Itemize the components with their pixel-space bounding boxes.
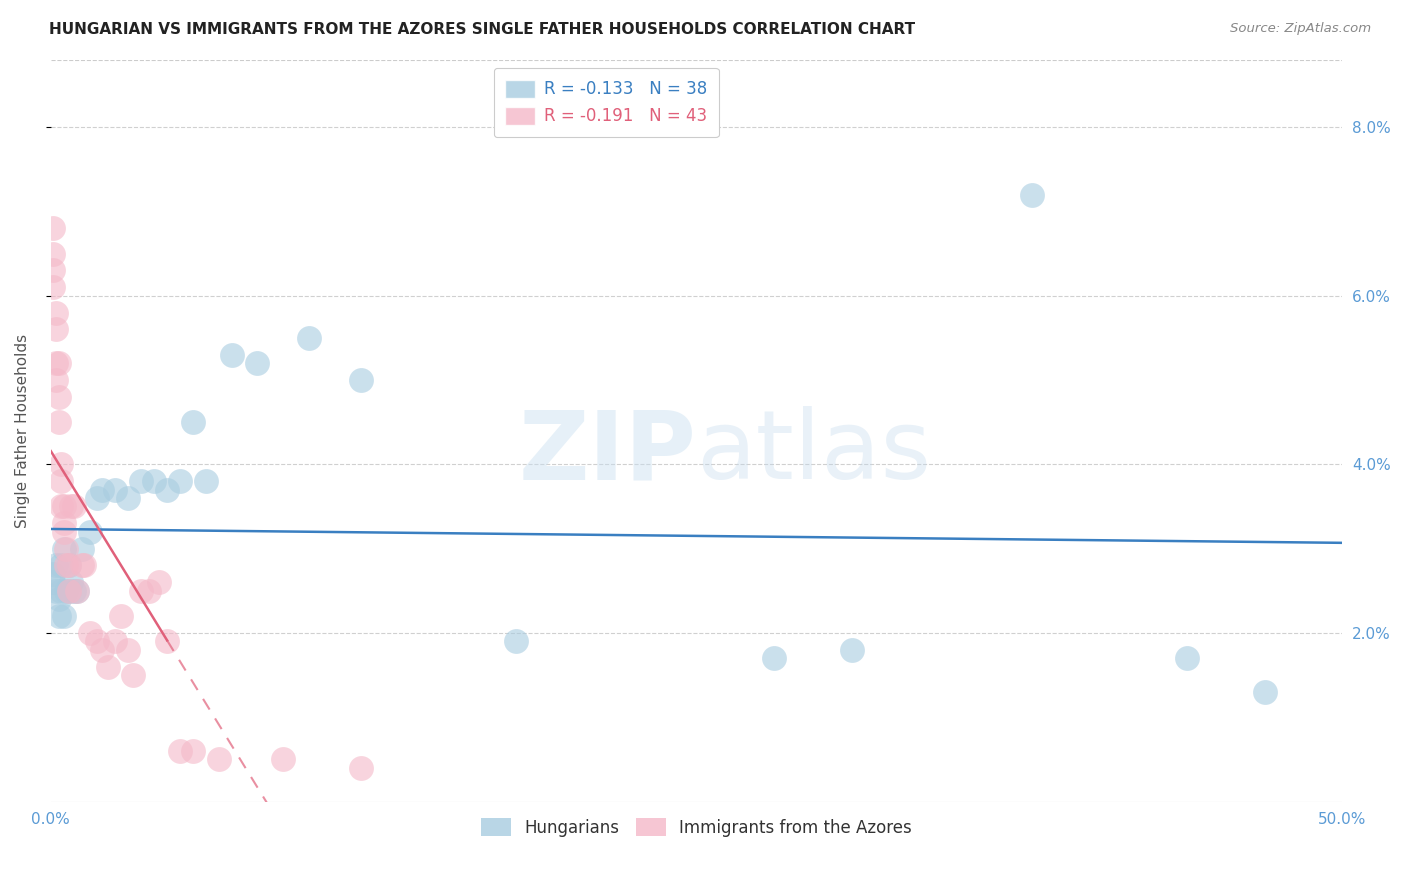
- Point: [42, 246, 65, 260]
- Point: [273, 752, 295, 766]
- Point: [117, 642, 139, 657]
- Point: [42, 566, 65, 581]
- Point: [45, 322, 67, 336]
- Point: [42, 263, 65, 277]
- Point: [79, 524, 101, 539]
- Point: [350, 373, 373, 387]
- Point: [208, 752, 231, 766]
- Point: [143, 474, 166, 488]
- Point: [52, 516, 75, 531]
- Point: [169, 474, 191, 488]
- Point: [86, 491, 108, 505]
- Point: [763, 651, 786, 665]
- Point: [298, 331, 321, 345]
- Point: [169, 744, 191, 758]
- Point: [52, 609, 75, 624]
- Point: [91, 483, 114, 497]
- Point: [60, 500, 83, 514]
- Point: [42, 575, 65, 590]
- Point: [63, 583, 86, 598]
- Point: [51, 474, 73, 488]
- Point: [58, 583, 80, 598]
- Point: [221, 348, 243, 362]
- Point: [70, 558, 93, 573]
- Point: [129, 583, 152, 598]
- Point: [63, 500, 86, 514]
- Point: [51, 500, 73, 514]
- Point: [91, 642, 114, 657]
- Point: [350, 761, 373, 775]
- Point: [1021, 187, 1043, 202]
- Point: [841, 642, 863, 657]
- Point: [156, 483, 179, 497]
- Point: [48, 592, 70, 607]
- Point: [42, 221, 65, 235]
- Point: [45, 558, 67, 573]
- Point: [55, 541, 77, 556]
- Point: [73, 558, 96, 573]
- Point: [138, 583, 160, 598]
- Point: [48, 356, 70, 370]
- Point: [58, 558, 80, 573]
- Point: [505, 634, 527, 648]
- Point: [58, 558, 80, 573]
- Point: [48, 390, 70, 404]
- Point: [148, 575, 170, 590]
- Point: [66, 583, 89, 598]
- Point: [110, 609, 132, 624]
- Point: [194, 474, 217, 488]
- Point: [181, 744, 204, 758]
- Point: [45, 356, 67, 370]
- Point: [55, 558, 77, 573]
- Y-axis label: Single Father Households: Single Father Households: [15, 334, 30, 528]
- Point: [52, 541, 75, 556]
- Point: [1254, 685, 1277, 699]
- Legend: Hungarians, Immigrants from the Azores: Hungarians, Immigrants from the Azores: [472, 810, 921, 846]
- Point: [156, 634, 179, 648]
- Point: [45, 305, 67, 319]
- Text: Source: ZipAtlas.com: Source: ZipAtlas.com: [1230, 22, 1371, 36]
- Point: [97, 659, 120, 673]
- Text: HUNGARIAN VS IMMIGRANTS FROM THE AZORES SINGLE FATHER HOUSEHOLDS CORRELATION CHA: HUNGARIAN VS IMMIGRANTS FROM THE AZORES …: [49, 22, 915, 37]
- Point: [58, 583, 80, 598]
- Point: [86, 634, 108, 648]
- Point: [70, 541, 93, 556]
- Point: [52, 500, 75, 514]
- Point: [246, 356, 269, 370]
- Point: [117, 491, 139, 505]
- Point: [52, 524, 75, 539]
- Text: ZIP: ZIP: [519, 407, 696, 500]
- Text: atlas: atlas: [696, 407, 932, 500]
- Point: [55, 583, 77, 598]
- Point: [66, 583, 89, 598]
- Point: [45, 583, 67, 598]
- Point: [51, 583, 73, 598]
- Point: [129, 474, 152, 488]
- Point: [42, 280, 65, 294]
- Point: [48, 415, 70, 429]
- Point: [181, 415, 204, 429]
- Point: [104, 634, 127, 648]
- Point: [45, 373, 67, 387]
- Point: [51, 558, 73, 573]
- Point: [79, 626, 101, 640]
- Point: [48, 609, 70, 624]
- Point: [104, 483, 127, 497]
- Point: [1177, 651, 1199, 665]
- Point: [60, 575, 83, 590]
- Point: [122, 668, 145, 682]
- Point: [51, 458, 73, 472]
